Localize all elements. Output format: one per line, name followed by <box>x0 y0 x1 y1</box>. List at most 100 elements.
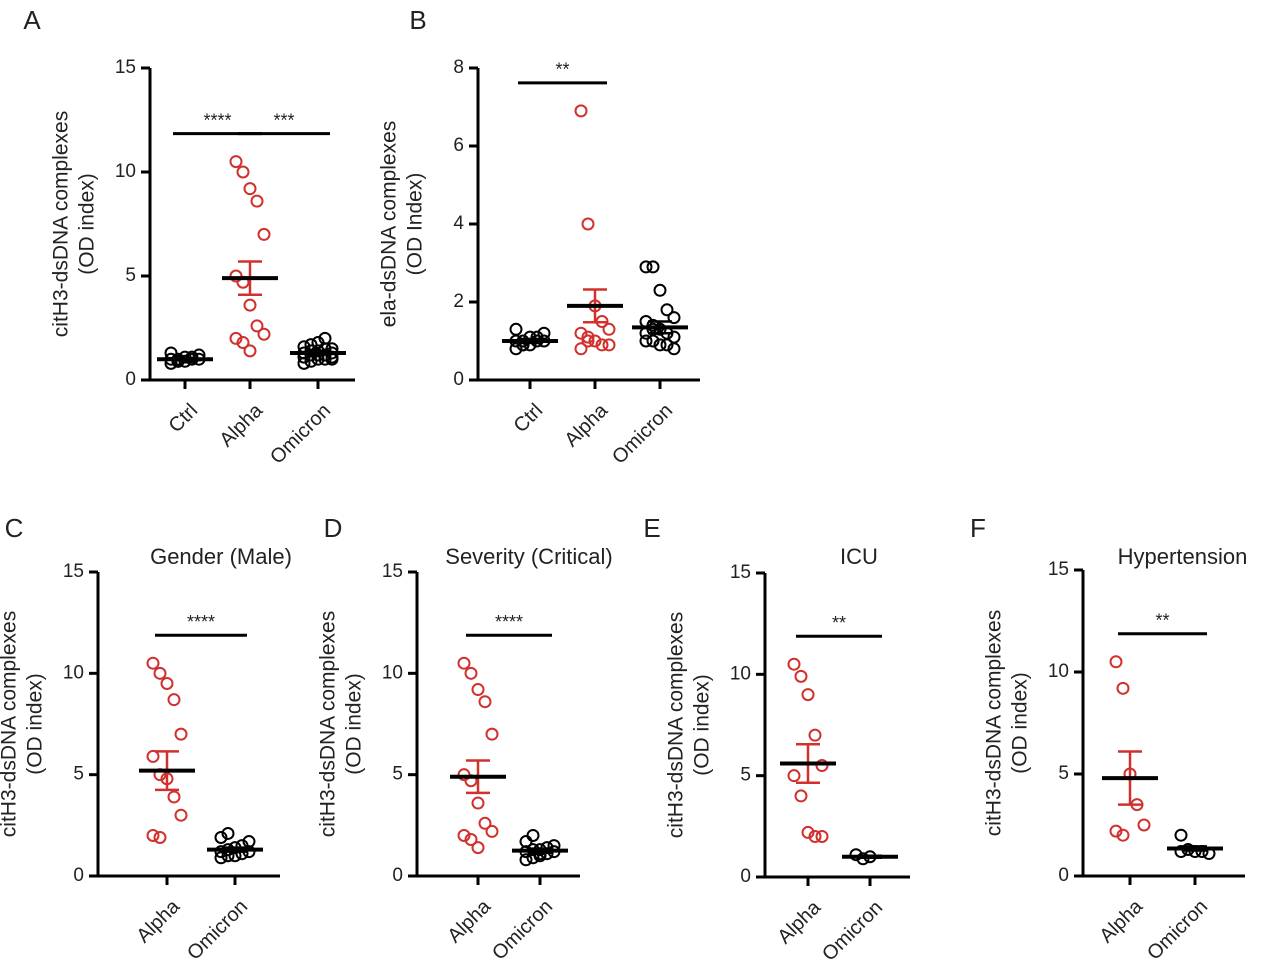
y-axis-label: citH3-dsDNA complexes <box>50 111 73 337</box>
data-point <box>639 334 653 348</box>
y-tick-label: 0 <box>392 865 403 886</box>
data-point <box>653 283 667 297</box>
data-point <box>478 695 492 709</box>
y-tick-label: 5 <box>392 764 403 785</box>
y-axis-label: ela-dsDNA complexes <box>378 121 401 328</box>
y-axis-label: (OD index) <box>24 673 47 775</box>
x-tick-label: Alpha <box>1095 895 1147 947</box>
data-point <box>257 227 271 241</box>
data-point <box>574 104 588 118</box>
y-axis-label: citH3-dsDNA complexes <box>665 612 688 838</box>
panel: C Gender (Male) citH3-dsDNA complexes(OD i… <box>0 513 292 965</box>
x-tick-label: Alpha <box>773 896 825 948</box>
x-tick-label: Omicron <box>818 897 887 966</box>
data-point <box>787 769 801 783</box>
data-point <box>602 338 616 352</box>
x-tick-label: Omicron <box>183 896 252 965</box>
y-tick-label: 5 <box>740 765 751 786</box>
x-tick-label: Omicron <box>1143 896 1212 965</box>
y-tick-label: 10 <box>1048 661 1069 682</box>
y-tick-label: 5 <box>1058 763 1069 784</box>
data-point <box>174 808 188 822</box>
data-point <box>574 326 588 340</box>
x-tick-label: Ctrl <box>510 400 548 438</box>
data-point <box>250 319 264 333</box>
y-tick-label: 0 <box>740 866 751 887</box>
panel: D Severity (Critical) citH3-dsDNA complexe… <box>317 513 613 965</box>
y-tick-label: 15 <box>115 57 136 78</box>
data-point <box>588 334 602 348</box>
data-point <box>464 833 478 847</box>
data-point <box>581 217 595 231</box>
data-point <box>167 790 181 804</box>
data-point <box>250 194 264 208</box>
data-point <box>660 338 674 352</box>
data-point <box>801 688 815 702</box>
data-point <box>595 338 609 352</box>
data-point <box>794 789 808 803</box>
data-point <box>457 656 471 670</box>
data-point <box>574 342 588 356</box>
data-point <box>787 657 801 671</box>
y-axis-label: (OD index) <box>76 173 99 275</box>
panel-label: F <box>970 513 986 543</box>
significance-label: **** <box>203 110 231 130</box>
data-point <box>581 334 595 348</box>
data-point <box>794 669 808 683</box>
y-tick-label: 10 <box>63 662 84 683</box>
significance-label: ** <box>832 613 846 633</box>
data-point <box>236 165 250 179</box>
data-point <box>214 830 228 844</box>
data-point <box>1137 818 1151 832</box>
data-point <box>519 853 533 867</box>
y-tick-label: 15 <box>730 562 751 583</box>
y-tick-label: 10 <box>115 161 136 182</box>
data-point <box>214 851 228 865</box>
data-point <box>174 727 188 741</box>
data-point <box>1109 824 1123 838</box>
y-tick-label: 8 <box>453 57 464 78</box>
y-tick-label: 15 <box>63 561 84 582</box>
x-tick-label: Alpha <box>215 399 267 451</box>
data-point <box>153 666 167 680</box>
data-point <box>815 829 829 843</box>
y-tick-label: 0 <box>125 369 136 390</box>
data-point <box>478 816 492 830</box>
data-point <box>464 666 478 680</box>
y-axis-label: (OD Index) <box>404 173 427 276</box>
data-point <box>471 796 485 810</box>
data-point <box>1174 828 1188 842</box>
significance-label: ** <box>555 60 569 80</box>
data-point <box>146 656 160 670</box>
y-tick-label: 0 <box>1058 865 1069 886</box>
y-tick-label: 15 <box>1048 559 1069 580</box>
data-point <box>146 749 160 763</box>
data-point <box>526 828 540 842</box>
y-axis-label: (OD index) <box>691 674 714 776</box>
x-tick-label: Alpha <box>132 895 184 947</box>
x-tick-label: Omicron <box>608 400 677 469</box>
data-point <box>509 342 523 356</box>
panel-label: B <box>409 5 426 35</box>
data-point <box>318 331 332 345</box>
panel-label: A <box>23 5 41 35</box>
panel-label: C <box>5 513 24 543</box>
data-point <box>808 829 822 843</box>
data-point <box>471 841 485 855</box>
data-point <box>229 155 243 169</box>
y-axis-label: citH3-dsDNA complexes <box>983 610 1006 836</box>
panel: F Hypertension citH3-dsDNA complexes (OD in… <box>970 513 1247 965</box>
x-tick-label: Omicron <box>266 400 335 469</box>
chart-title: Hypertension <box>1118 544 1248 569</box>
y-tick-label: 15 <box>382 561 403 582</box>
data-point <box>537 326 551 340</box>
data-point <box>581 330 595 344</box>
data-point <box>257 327 271 341</box>
significance-label: **** <box>187 612 215 632</box>
significance-label: *** <box>273 110 294 130</box>
data-point <box>221 826 235 840</box>
data-point <box>229 331 243 345</box>
data-point <box>815 759 829 773</box>
